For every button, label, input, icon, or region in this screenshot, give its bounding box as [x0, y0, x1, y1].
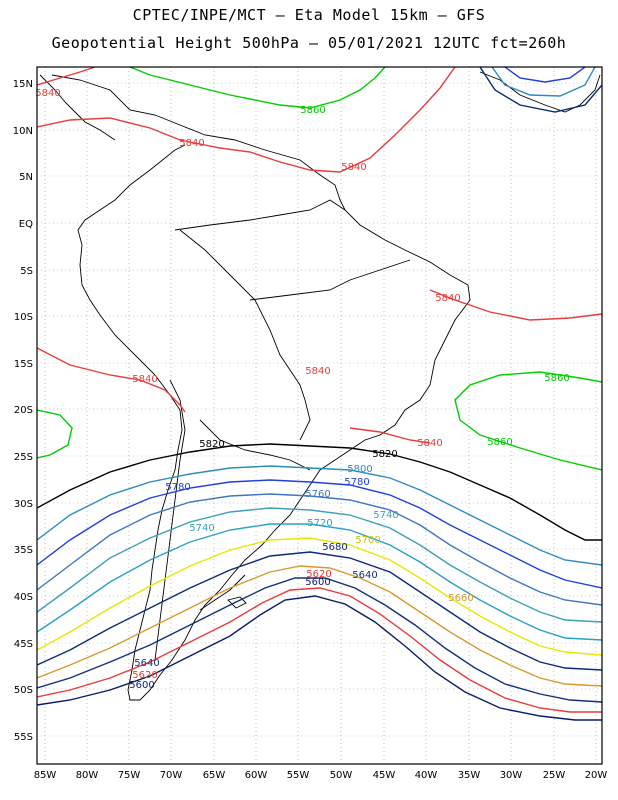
contour-5860 — [37, 409, 73, 459]
contour-label: 5840 — [179, 138, 204, 149]
contour-5660 — [37, 565, 602, 687]
lon-tick-label: 80W — [76, 770, 99, 781]
lat-tick-label: 5N — [19, 172, 33, 183]
contour-5720 — [37, 523, 602, 641]
lat-tick-label: 45S — [14, 639, 33, 650]
lon-tick-label: 45W — [373, 770, 396, 781]
brazil-border — [174, 199, 346, 231]
patagonia-coast — [199, 574, 246, 611]
contour-label: 5840 — [417, 438, 442, 449]
contour-5840 — [349, 427, 431, 444]
lon-tick-label: 70W — [160, 770, 183, 781]
contour-5840 — [429, 289, 602, 321]
contour-label: 5620 — [306, 569, 331, 580]
contour-label: 5860 — [544, 373, 569, 384]
map-frame — [36, 66, 603, 765]
contour-label: 5740 — [189, 523, 214, 534]
andes-border — [179, 229, 311, 441]
contour-label: 5840 — [341, 162, 366, 173]
falklands — [227, 596, 247, 609]
lon-tick-label: 85W — [34, 770, 57, 781]
contour-label: 5600 — [305, 577, 330, 588]
contour-label: 5760 — [305, 489, 330, 500]
contour-label: 5620 — [132, 670, 157, 681]
contour-label: 5840 — [305, 366, 330, 377]
lat-tick-label: 25S — [14, 452, 33, 463]
lon-tick-label: 20W — [585, 770, 608, 781]
lat-tick-label: 35S — [14, 545, 33, 556]
chile-border — [154, 379, 186, 661]
lat-tick-label: 30S — [14, 499, 33, 510]
contour-5860 — [129, 67, 386, 109]
lat-tick-label: 5S — [20, 266, 33, 277]
latitude-labels: 15N 10N 5N EQ 5S 10S 15S 20S 25S 30S 35S 40S 45S 50S 5… — [13, 79, 33, 743]
lat-tick-label: 15S — [14, 359, 33, 370]
contour-labels: 5860 5840 5840 5840 5840 5840 5840 5840 5860 5860… — [35, 88, 569, 691]
lon-tick-label: 30W — [500, 770, 523, 781]
contour-5600 — [37, 595, 602, 721]
contour-label: 5780 — [165, 482, 190, 493]
contour-label: 5680 — [322, 542, 347, 553]
contour-label: 5720 — [307, 518, 332, 529]
lat-tick-label: 55S — [14, 732, 33, 743]
contour-5780 — [504, 67, 586, 83]
contour-label: 5640 — [134, 658, 159, 669]
lon-tick-label: 55W — [287, 770, 310, 781]
contour-5800 — [491, 67, 596, 97]
contour-5740 — [37, 507, 602, 623]
contour-5640 — [37, 577, 602, 703]
contour-5680 — [479, 67, 602, 113]
contour-label: 5860 — [487, 437, 512, 448]
contour-5700 — [37, 537, 602, 656]
contour-label: 5640 — [352, 570, 377, 581]
longitude-labels: 85W 80W 75W 70W 65W 60W 55W 50W 45W 40W 35W 30W 25W 2… — [34, 770, 608, 781]
contour-5800 — [37, 465, 602, 566]
south-america-coast — [51, 74, 471, 701]
contour-5620 — [37, 587, 602, 713]
lat-tick-label: 20S — [14, 405, 33, 416]
lat-tick-label: 40S — [14, 592, 33, 603]
contour-5780 — [37, 479, 602, 589]
lon-tick-label: 35W — [458, 770, 481, 781]
contour-5840 — [37, 67, 456, 173]
contour-label: 5660 — [448, 593, 473, 604]
contour-label: 5840 — [35, 88, 60, 99]
lat-tick-label: 10S — [14, 312, 33, 323]
contour-label: 5820 — [199, 439, 224, 450]
lat-tick-label: 15N — [13, 79, 33, 90]
map-grid — [37, 67, 602, 764]
lon-tick-label: 40W — [415, 770, 438, 781]
contour-5760 — [37, 493, 602, 606]
contour-label: 5840 — [132, 374, 157, 385]
contour-5840 — [37, 67, 96, 86]
contour-label: 5780 — [344, 477, 369, 488]
contour-5860 — [454, 371, 602, 471]
contour-5840 — [37, 347, 186, 413]
brazil-inner-border — [249, 259, 411, 301]
lat-tick-label: 10N — [13, 126, 33, 137]
contour-lines — [37, 67, 602, 721]
argentina-border — [199, 419, 311, 471]
lon-tick-label: 65W — [203, 770, 226, 781]
lat-tick-label: EQ — [19, 219, 33, 230]
contour-label: 5700 — [355, 535, 380, 546]
contour-label: 5860 — [300, 105, 325, 116]
contour-label: 5740 — [373, 510, 398, 521]
lon-tick-label: 60W — [245, 770, 268, 781]
chart-title-field: Geopotential Height 500hPa – 05/01/2021 … — [51, 34, 567, 52]
lat-tick-label: 50S — [14, 685, 33, 696]
lon-tick-label: 50W — [330, 770, 353, 781]
lon-tick-label: 75W — [118, 770, 141, 781]
coastlines — [39, 71, 601, 701]
contour-label: 5820 — [372, 449, 397, 460]
contour-5820 — [37, 443, 602, 541]
central-america-coast — [39, 74, 116, 141]
contour-5680 — [37, 551, 602, 671]
lon-tick-label: 25W — [543, 770, 566, 781]
contour-label: 5840 — [435, 293, 460, 304]
contour-label: 5600 — [129, 680, 154, 691]
contour-label: 5800 — [347, 464, 372, 475]
chart-title-model: CPTEC/INPE/MCT – Eta Model 15km – GFS — [132, 6, 486, 24]
